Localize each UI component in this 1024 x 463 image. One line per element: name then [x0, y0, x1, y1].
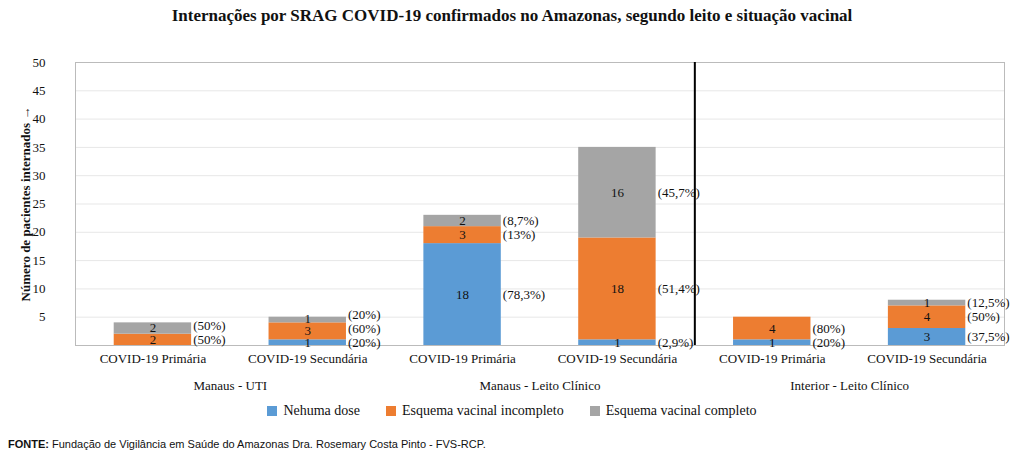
- svg-text:(20%): (20%): [348, 307, 381, 322]
- svg-text:1: 1: [614, 335, 621, 350]
- svg-text:COVID-19 Primária: COVID-19 Primária: [409, 351, 516, 366]
- svg-text:(60%): (60%): [348, 321, 381, 336]
- html-text:FONTE: Fundação de Vigilância: FONTE: Fundação de Vigilância em Saúde d…: [8, 438, 486, 450]
- html-text:Internações por SRAG COVID-19: Internações por SRAG COVID-19 confirmado…: [171, 6, 853, 25]
- svg-text:35: 35: [33, 140, 46, 155]
- svg-text:4: 4: [769, 321, 776, 336]
- svg-text:(45,7%): (45,7%): [658, 185, 700, 200]
- svg-text:(80%): (80%): [813, 321, 846, 336]
- svg-text:(12,5%): (12,5%): [967, 295, 1009, 310]
- svg-text:(8,7%): (8,7%): [503, 213, 539, 228]
- svg-text:3: 3: [924, 329, 931, 344]
- svg-text:(20%): (20%): [813, 335, 846, 350]
- svg-text:COVID-19 Secundária: COVID-19 Secundária: [248, 351, 368, 366]
- svg-text:40: 40: [33, 111, 46, 126]
- svg-text:(50%): (50%): [193, 332, 226, 347]
- svg-text:1: 1: [305, 311, 312, 326]
- svg-text:10: 10: [33, 281, 46, 296]
- html-text:Esquema vacinal incompleto: Esquema vacinal incompleto: [402, 403, 564, 418]
- svg-text:1: 1: [924, 295, 931, 310]
- svg-text:18: 18: [456, 287, 469, 302]
- svg-text:3: 3: [304, 322, 311, 338]
- svg-text:COVID-19 Secundária: COVID-19 Secundária: [867, 351, 987, 366]
- svg-text:Manaus - UTI: Manaus - UTI: [194, 378, 268, 393]
- svg-text:20: 20: [33, 224, 46, 239]
- svg-text:1: 1: [304, 334, 311, 350]
- svg-text:16: 16: [611, 185, 625, 200]
- svg-text:(50%): (50%): [193, 318, 226, 333]
- svg-text:(78,3%): (78,3%): [503, 287, 545, 302]
- svg-text:COVID-19 Secundária: COVID-19 Secundária: [558, 351, 678, 366]
- svg-text:18: 18: [611, 281, 624, 296]
- svg-text:50: 50: [33, 55, 46, 70]
- svg-text:(13%): (13%): [503, 227, 535, 242]
- svg-text:3: 3: [459, 227, 466, 242]
- svg-text:Manaus - Leito Clínico: Manaus - Leito Clínico: [480, 378, 601, 393]
- svg-text:(20%): (20%): [348, 335, 381, 350]
- html-text:Nehuma dose: Nehuma dose: [283, 403, 360, 418]
- svg-text:5: 5: [39, 309, 46, 324]
- svg-text:30: 30: [33, 168, 46, 183]
- svg-text:(50%): (50%): [967, 309, 1000, 324]
- svg-text:15: 15: [33, 253, 46, 268]
- svg-text:Número de pacientes internados: Número de pacientes internados →: [18, 107, 33, 302]
- svg-text:2: 2: [149, 332, 157, 347]
- svg-text:Interior - Leito Clínico: Interior - Leito Clínico: [790, 378, 909, 393]
- svg-text:1: 1: [769, 335, 776, 350]
- svg-text:2: 2: [459, 213, 466, 228]
- svg-text:(51,4%): (51,4%): [658, 281, 700, 296]
- svg-text:COVID-19 Primária: COVID-19 Primária: [100, 351, 207, 366]
- svg-text:4: 4: [924, 309, 931, 324]
- html-text:Esquema vacinal completo: Esquema vacinal completo: [605, 403, 757, 418]
- svg-text:25: 25: [33, 196, 46, 211]
- svg-text:2: 2: [150, 320, 157, 335]
- svg-text:45: 45: [33, 83, 46, 98]
- svg-text:COVID-19 Primária: COVID-19 Primária: [719, 351, 826, 366]
- svg-text:(2,9%): (2,9%): [658, 335, 694, 350]
- svg-text:(37,5%): (37,5%): [967, 329, 1009, 344]
